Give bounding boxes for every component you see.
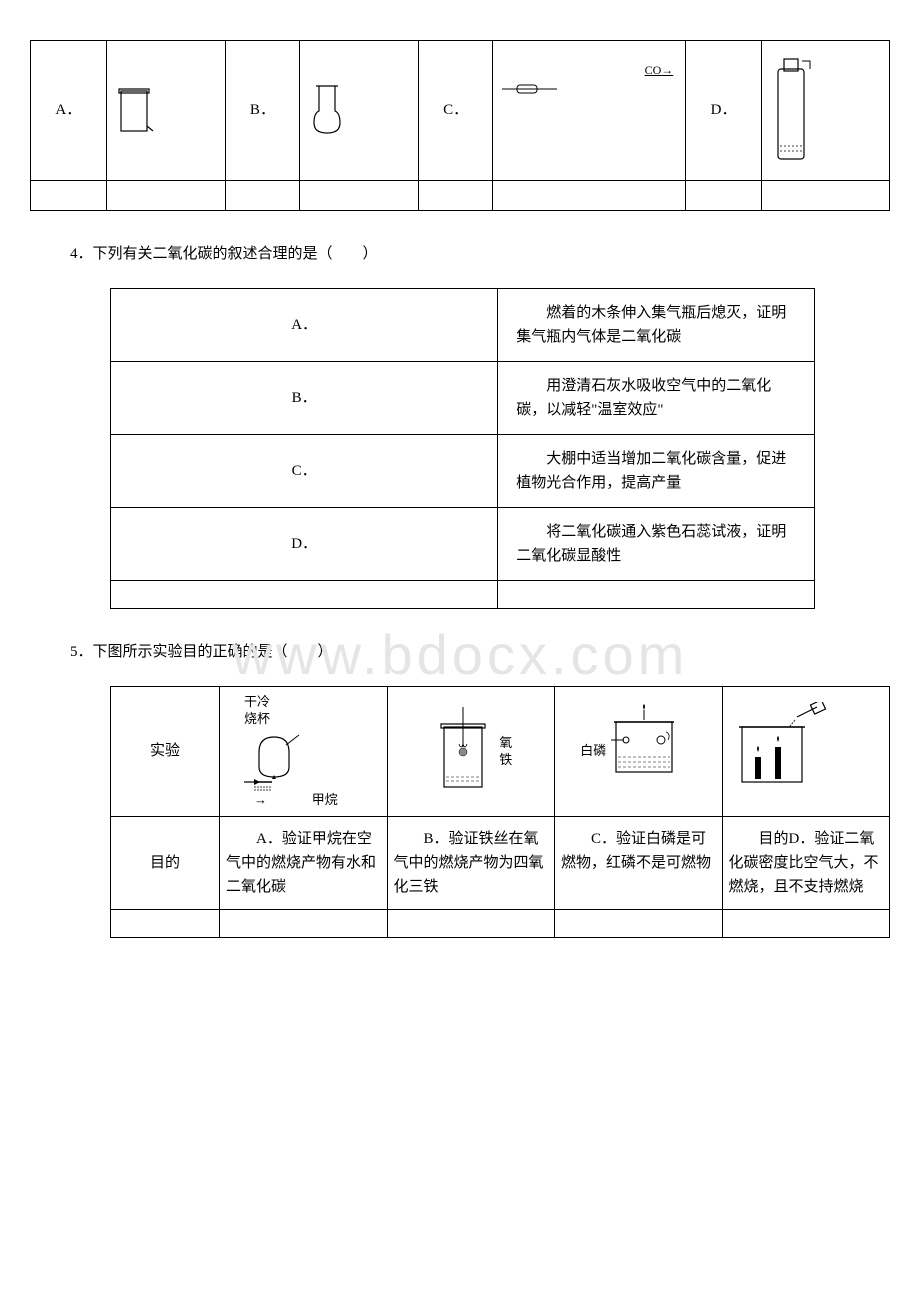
table3-cell-c-label: C ． xyxy=(419,41,493,181)
q5-purpose-label: 目的 xyxy=(111,817,220,910)
q5-label-a1: 干冷 xyxy=(244,694,270,709)
q4-opt-c-desc: 大棚中适当增加二氧化碳含量，促进植物光合作用，提高产量 xyxy=(498,435,815,508)
table3-cell-c-diagram: CO→ xyxy=(493,41,686,181)
table3-cell-a-diagram xyxy=(106,41,225,181)
table3-cell-a-label: A ． xyxy=(31,41,107,181)
question-4-text: 4．下列有关二氧化碳的叙述合理的是（ ） xyxy=(70,241,890,268)
q5-exp-b: 氧 铁 xyxy=(387,687,554,817)
q5-empty-3 xyxy=(387,910,554,938)
q5-label-c1: 白磷 xyxy=(580,743,606,760)
experiment-a-icon xyxy=(224,727,324,797)
table3-empty-8 xyxy=(761,181,889,211)
q4-opt-a-label: A． xyxy=(111,289,498,362)
co-arrow-label: CO→ xyxy=(645,61,674,79)
table3-empty-3 xyxy=(226,181,300,211)
sep-a: ． xyxy=(66,99,81,122)
table3-empty-2 xyxy=(106,181,225,211)
q4-opt-c-label: C． xyxy=(111,435,498,508)
apparatus-c-icon xyxy=(497,59,577,159)
q4-empty-2 xyxy=(498,581,815,609)
table-3-apparatus: A ． B ． C ． xyxy=(30,40,890,211)
sep-d: ． xyxy=(721,99,736,122)
q5-purpose-c: C．验证白磷是可燃物，红磷不是可燃物 xyxy=(555,817,722,910)
q5-label-a2: 烧杯 xyxy=(244,711,270,726)
sep-b: ． xyxy=(260,99,275,122)
table3-empty-6 xyxy=(493,181,686,211)
q4-opt-d-desc: 将二氧化碳通入紫色石蕊试液，证明二氧化碳显酸性 xyxy=(498,508,815,581)
table3-empty-5 xyxy=(419,181,493,211)
q4-opt-b-label: B． xyxy=(111,362,498,435)
experiment-c-icon xyxy=(606,702,696,802)
experiment-d-icon xyxy=(727,702,837,802)
q5-empty-2 xyxy=(220,910,387,938)
apparatus-a-icon xyxy=(111,71,157,151)
q5-label-b2: 铁 xyxy=(499,752,512,767)
table-4-options: A． 燃着的木条伸入集气瓶后熄灭，证明集气瓶内气体是二氧化碳 B． 用澄清石灰水… xyxy=(110,288,815,609)
q4-opt-d-label: D． xyxy=(111,508,498,581)
q5-exp-a: 干冷 烧杯 → 甲烷 xyxy=(220,687,387,817)
table3-cell-b-label: B ． xyxy=(226,41,300,181)
table3-cell-d-label: D ． xyxy=(686,41,762,181)
q5-purpose-b: B．验证铁丝在氧气中的燃烧产物为四氧化三铁 xyxy=(387,817,554,910)
q5-empty-1 xyxy=(111,910,220,938)
q4-opt-a-desc: 燃着的木条伸入集气瓶后熄灭，证明集气瓶内气体是二氧化碳 xyxy=(498,289,815,362)
label-b: B xyxy=(250,99,260,122)
q5-purpose-d: 目的D．验证二氧化碳密度比空气大，不燃烧，且不支持燃烧 xyxy=(722,817,890,910)
table3-empty-4 xyxy=(299,181,418,211)
q5-exp-d xyxy=(722,687,890,817)
q5-empty-5 xyxy=(722,910,890,938)
experiment-b-icon xyxy=(429,702,499,802)
label-a: A xyxy=(55,99,66,122)
table3-empty-1 xyxy=(31,181,107,211)
q5-exp-c: 白磷 xyxy=(555,687,722,817)
table3-cell-d-diagram xyxy=(761,41,889,181)
label-d: D xyxy=(711,99,722,122)
table3-empty-7 xyxy=(686,181,762,211)
label-c: C xyxy=(443,99,453,122)
table-5-experiments: 实验 干冷 烧杯 → xyxy=(110,686,890,938)
q5-label-a3: 甲烷 xyxy=(312,792,338,807)
apparatus-b-icon xyxy=(304,71,350,151)
q4-empty-1 xyxy=(111,581,498,609)
question-5-text: 5．下图所示实验目的正确的是（ ） xyxy=(70,639,890,666)
q5-label-b1: 氧 xyxy=(499,735,512,750)
sep-c: ． xyxy=(453,99,468,122)
q5-empty-4 xyxy=(555,910,722,938)
q5-exp-label: 实验 xyxy=(111,687,220,817)
table3-cell-b-diagram xyxy=(299,41,418,181)
q5-purpose-a: A．验证甲烷在空气中的燃烧产物有水和二氧化碳 xyxy=(220,817,387,910)
q4-opt-b-desc: 用澄清石灰水吸收空气中的二氧化碳，以减轻"温室效应" xyxy=(498,362,815,435)
apparatus-d-icon xyxy=(766,51,816,171)
